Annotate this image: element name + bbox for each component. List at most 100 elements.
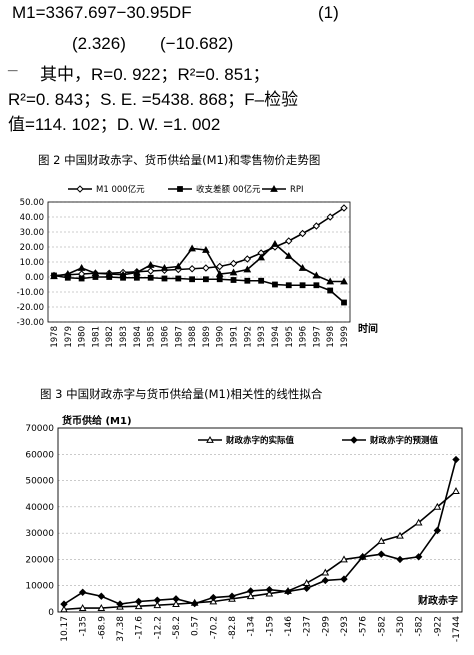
- data-point: [60, 600, 68, 608]
- data-point: [203, 276, 209, 283]
- data-point: [50, 272, 58, 280]
- data-point: [452, 487, 460, 494]
- x-tick-label: 1999: [340, 326, 350, 348]
- y-tick-label: 50000: [25, 477, 54, 487]
- legend-marker: [270, 184, 278, 192]
- legend-label: 财政赤字的预测值: [369, 435, 439, 446]
- data-point: [321, 568, 330, 576]
- x-tick-label: -582: [377, 616, 387, 636]
- data-point: [172, 595, 180, 603]
- data-point: [189, 276, 195, 283]
- data-point: [313, 282, 320, 289]
- data-point: [229, 259, 238, 268]
- data-point: [312, 222, 321, 230]
- data-point: [97, 592, 106, 600]
- y-tick-label: 40.00: [20, 213, 44, 223]
- data-point: [321, 576, 330, 585]
- legend-label: 收支差额 00亿元: [196, 184, 261, 195]
- x-tick-label: -12.2: [153, 616, 163, 639]
- data-point: [133, 274, 140, 281]
- x-tick-label: -922: [433, 616, 443, 636]
- x-tick-label: -58.2: [172, 616, 182, 639]
- x-tick-label: -82.8: [228, 616, 238, 640]
- dash-mark: _: [8, 54, 18, 73]
- data-point: [105, 269, 114, 277]
- data-point: [299, 282, 306, 289]
- x-tick-label: 0.57: [191, 616, 201, 636]
- data-point: [244, 277, 251, 284]
- data-point: [229, 268, 238, 276]
- data-point: [215, 269, 224, 277]
- data-point: [302, 584, 311, 593]
- y-tick-label: 30000: [25, 529, 54, 539]
- y-tick-label: 0: [48, 608, 54, 618]
- legend-label: 财政赤字的实际值: [225, 435, 295, 446]
- data-point: [377, 536, 386, 544]
- legend-marker: [177, 186, 183, 192]
- data-point: [153, 601, 162, 609]
- plot-frame: [47, 201, 351, 323]
- data-point: [78, 604, 87, 611]
- data-point: [97, 604, 106, 611]
- data-point: [284, 251, 293, 259]
- t-stat-slope: (−10.682): [160, 34, 234, 53]
- x-tick-label: 1992: [243, 326, 253, 348]
- data-point: [228, 592, 236, 600]
- y-tick-label: -20.00: [17, 303, 44, 313]
- data-point: [258, 277, 265, 284]
- legend-marker: [206, 435, 214, 443]
- data-point: [298, 229, 307, 238]
- data-point: [414, 553, 423, 561]
- plot-frame: [57, 427, 463, 613]
- data-point: [377, 550, 386, 558]
- y-tick-label: 60000: [25, 450, 54, 460]
- data-point: [243, 265, 252, 273]
- x-tick-label: 1993: [257, 326, 267, 348]
- x-axis-title: 时间: [358, 322, 378, 335]
- x-tick-label: 1984: [133, 326, 143, 348]
- data-point: [160, 263, 169, 271]
- data-point: [257, 253, 265, 261]
- stats-line-3: 值=114. 102；D. W. =1. 002: [8, 115, 221, 134]
- y-tick-label: 50.00: [20, 198, 44, 208]
- series-line: [53, 242, 344, 283]
- data-point: [452, 455, 460, 464]
- data-point: [433, 502, 442, 510]
- data-point: [340, 204, 348, 212]
- figure2-caption: 图 2 中国财政赤字、货币供给量(M1)和零售物价走势图: [38, 153, 321, 167]
- series-line: [53, 274, 345, 304]
- data-point: [340, 277, 348, 285]
- data-point: [134, 597, 143, 606]
- x-tick-label: -237: [303, 616, 313, 636]
- x-tick-label: 1985: [147, 326, 157, 348]
- data-point: [246, 592, 255, 600]
- x-tick-label: 1981: [91, 326, 101, 348]
- data-point: [327, 287, 334, 294]
- y-tick-label: 40000: [25, 503, 54, 513]
- x-tick-label: -299: [321, 616, 331, 637]
- equation-number: (1): [318, 3, 339, 22]
- t-stat-intercept: (2.326): [72, 34, 126, 53]
- x-tick-label: 1997: [312, 326, 322, 348]
- regression-equation: M1=3367.697−30.95DF: [12, 3, 192, 22]
- legend-label: RPI: [290, 185, 304, 195]
- data-point: [285, 237, 293, 245]
- x-tick-label: -530: [396, 616, 406, 637]
- x-tick-label: 1990: [216, 326, 226, 348]
- data-point: [216, 276, 223, 283]
- data-point: [188, 265, 196, 273]
- y-tick-label: -30.00: [17, 318, 44, 328]
- stats-line-2: R²=0. 843；S. E. =5438. 868；F–检验: [8, 90, 299, 109]
- y-tick-label: 20.00: [20, 243, 44, 253]
- x-tick-label: -159: [265, 616, 275, 637]
- data-point: [298, 263, 307, 271]
- data-point: [396, 555, 404, 564]
- y-tick-label: 30.00: [20, 228, 44, 238]
- data-point: [202, 245, 210, 253]
- data-point: [175, 275, 182, 282]
- data-point: [341, 299, 347, 306]
- data-point: [146, 267, 155, 275]
- data-point: [433, 526, 442, 535]
- data-point: [146, 260, 155, 268]
- data-point: [161, 275, 168, 282]
